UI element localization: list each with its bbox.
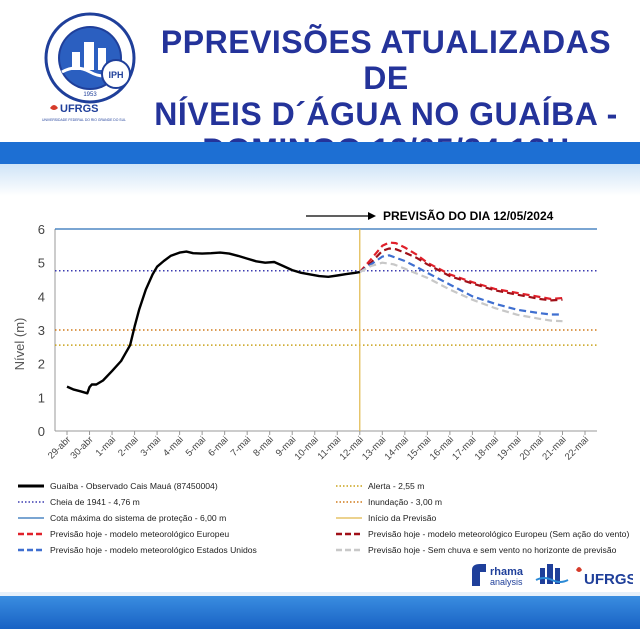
x-tick-label: 19-mai [495, 434, 523, 462]
x-tick-label: 17-mai [450, 434, 478, 462]
legend-item-europeu: Previsão hoje - modelo meteorológico Eur… [18, 529, 230, 539]
series-line [359, 261, 563, 323]
reference-lines [55, 228, 597, 431]
x-tick-label: 8-mai [251, 434, 276, 459]
svg-text:IPH: IPH [108, 70, 123, 80]
x-tick-label: 1-mai [94, 434, 119, 459]
y-tick-label: 2 [38, 357, 45, 372]
x-tick-label: 20-mai [518, 434, 546, 462]
legend-item-cheia-1941: Cheia de 1941 - 4,76 m [18, 497, 140, 507]
iph-seal-icon: IPH 1953 UFRGS UNIVERSIDADE FEDERAL DO R… [42, 12, 136, 122]
x-tick-label: 5-mai [184, 434, 209, 459]
x-tick-label: 3-mai [139, 434, 164, 459]
x-tick-label: 15-mai [405, 434, 433, 462]
legend-item-europeu-sem-vento: Previsão hoje - modelo meteorológico Eur… [336, 529, 630, 539]
y-tick-label: 3 [38, 323, 45, 338]
x-tick-label: 11-mai [316, 434, 344, 462]
x-tick-label: 30-abr [68, 434, 95, 461]
series-line [66, 250, 360, 395]
x-tick-label: 4-mai [161, 434, 186, 459]
x-tick-label: 13-mai [360, 434, 388, 462]
y-tick-label: 1 [38, 390, 45, 405]
y-tick-label: 6 [38, 222, 45, 237]
legend-item-inundacao: Inundação - 3,00 m [336, 497, 443, 507]
x-tick-label: 7-mai [229, 434, 254, 459]
header: IPH 1953 UFRGS UNIVERSIDADE FEDERAL DO R… [0, 0, 640, 168]
title-line-2: NÍVEIS D´ÁGUA NO GUAÍBA - [154, 96, 618, 132]
y-axis-label: Nível (m) [12, 318, 27, 371]
header-band [0, 142, 640, 164]
svg-text:UNIVERSIDADE FEDERAL DO RIO GR: UNIVERSIDADE FEDERAL DO RIO GRANDE DO SU… [42, 118, 126, 122]
x-tick-label: 10-mai [293, 434, 321, 462]
svg-text:analysis: analysis [490, 577, 523, 587]
x-tick-label: 18-mai [473, 434, 501, 462]
partner-logos: rhama analysis UFRGS [472, 564, 637, 588]
forecast-annotation-text: PREVISÃO DO DIA 12/05/2024 [383, 208, 554, 223]
x-tick-labels: 29-abr30-abr1-mai2-mai3-mai4-mai5-mai6-m… [46, 431, 591, 463]
x-tick-label: 21-mai [540, 434, 568, 462]
legend-item-sem-chuva: Previsão hoje - Sem chuva e sem vento no… [336, 545, 617, 555]
series-line [358, 241, 563, 301]
iph-building-icon [535, 564, 569, 584]
title-line-1: PPREVISÕES ATUALIZADAS DE [160, 24, 612, 96]
svg-text:UFRGS: UFRGS [584, 571, 633, 588]
svg-text:rhama: rhama [490, 566, 524, 578]
footer-band [0, 596, 640, 629]
y-tick-label: 0 [38, 424, 45, 439]
x-tick-label: 14-mai [383, 434, 411, 462]
x-tick-label: 12-mai [338, 434, 366, 462]
ufrgs-logo-text: UFRGS [60, 103, 99, 115]
x-tick-label: 16-mai [428, 434, 456, 462]
flame-icon [576, 567, 582, 572]
legend-item-estados-unidos: Previsão hoje - modelo meteorológico Est… [18, 545, 257, 555]
header-gradient-band [0, 164, 640, 196]
forecast-annotation: PREVISÃO DO DIA 12/05/2024 [306, 208, 554, 223]
x-tick-label: 6-mai [206, 434, 231, 459]
x-tick-label: 29-abr [46, 434, 73, 461]
legend-item-observed: Guaíba - Observado Cais Mauá (87450004) [18, 481, 218, 491]
series-line [359, 254, 563, 316]
footer-logos: rhama analysis UFRGS [468, 560, 637, 590]
arrow-right-icon [368, 212, 376, 220]
svg-text:1953: 1953 [83, 92, 97, 98]
rhama-icon [472, 564, 486, 586]
x-tick-label: 2-mai [116, 434, 141, 459]
legend-item-inicio-previsao: Início da Previsão [336, 513, 437, 523]
series-group [66, 241, 563, 395]
legend-item-alerta: Alerta - 2,55 m [336, 481, 425, 491]
series-line [359, 247, 563, 302]
y-tick-labels: 0 1 2 3 4 5 6 [38, 222, 45, 439]
x-tick-label: 22-mai [563, 434, 591, 462]
y-tick-label: 4 [38, 289, 45, 304]
footer-divider [0, 592, 640, 596]
iph-ufrgs-logo: IPH 1953 UFRGS UNIVERSIDADE FEDERAL DO R… [40, 12, 140, 130]
chart-card: 29-abr 30-abr 1-mai 2-mai 3-mai 4-mai 5-mai 6-m… [0, 196, 640, 596]
legend-item-cota-maxima: Cota máxima do sistema de proteção - 6,0… [18, 513, 227, 523]
water-level-chart: 29-abr30-abr1-mai2-mai3-mai4-mai5-mai6-m… [12, 208, 597, 463]
y-tick-label: 5 [38, 256, 45, 271]
